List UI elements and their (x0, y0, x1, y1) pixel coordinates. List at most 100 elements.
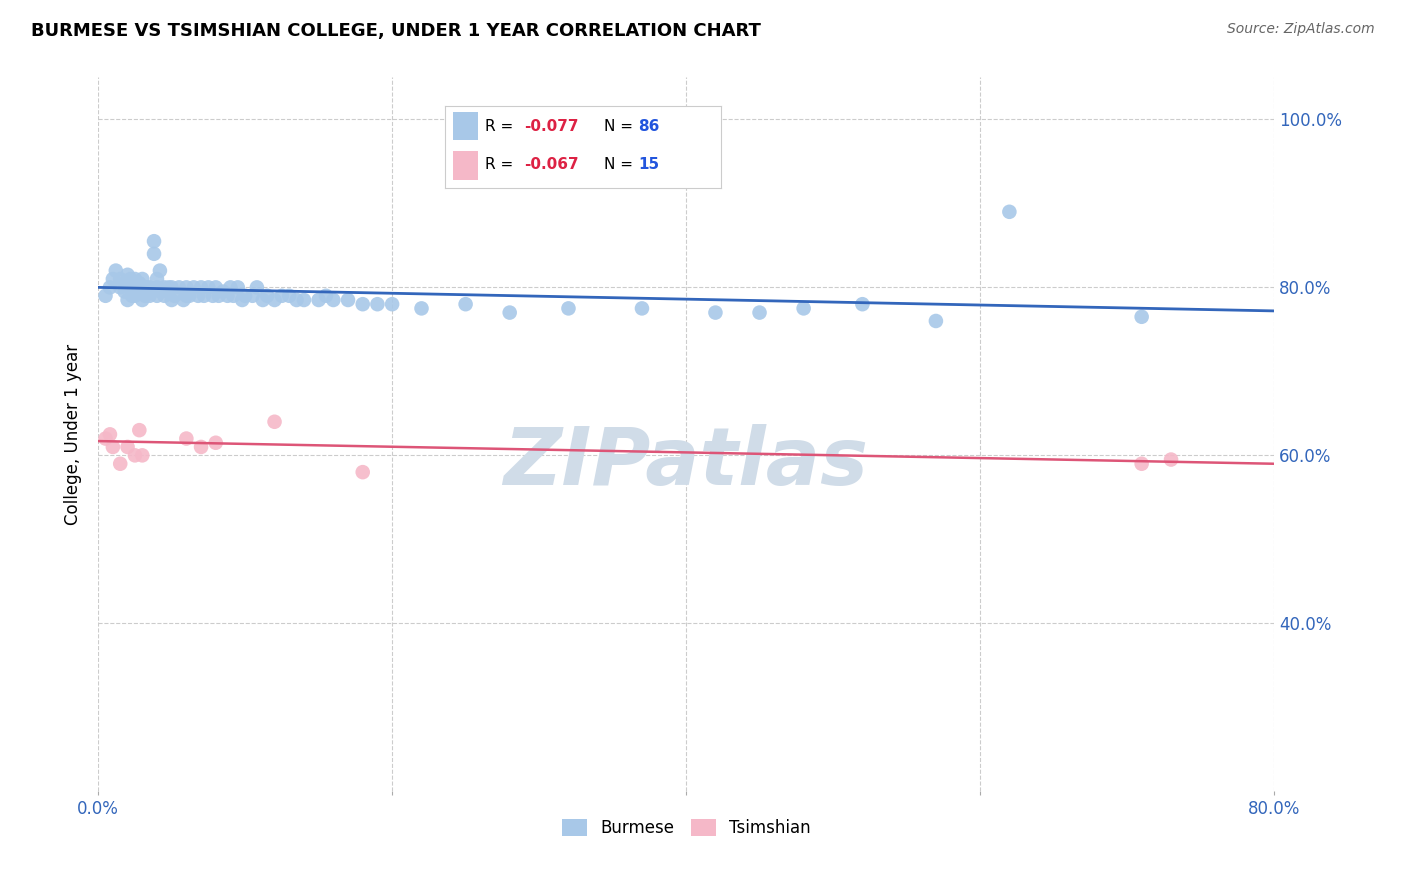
Point (149, 263, 172, 277)
Point (246, 280, 269, 294)
Point (190, 440, 212, 454)
Point (201, 289, 224, 303)
Point (138, 289, 160, 303)
Point (411, 301, 433, 316)
Point (176, 432, 198, 446)
Point (183, 280, 205, 294)
Point (124, 280, 146, 294)
Point (143, 234, 166, 248)
Point (143, 247, 166, 261)
Point (499, 305, 522, 319)
Point (308, 293, 330, 307)
Point (197, 280, 219, 294)
Point (851, 297, 873, 311)
Point (131, 448, 153, 462)
Point (146, 289, 169, 303)
Point (217, 289, 239, 303)
Point (135, 280, 157, 294)
Point (208, 289, 231, 303)
Text: BURMESE VS TSIMSHIAN COLLEGE, UNDER 1 YEAR CORRELATION CHART: BURMESE VS TSIMSHIAN COLLEGE, UNDER 1 YE… (31, 22, 761, 40)
Point (163, 289, 186, 303)
Point (998, 204, 1021, 219)
Point (1130, 457, 1153, 471)
Point (131, 293, 153, 307)
Point (204, 280, 226, 294)
Point (114, 276, 136, 290)
Point (146, 280, 169, 294)
Point (352, 297, 374, 311)
Point (98, 427, 121, 442)
Point (128, 285, 150, 299)
Point (1160, 452, 1182, 467)
Point (176, 280, 198, 294)
Point (631, 301, 654, 316)
Point (278, 289, 301, 303)
Point (128, 276, 150, 290)
Point (160, 293, 183, 307)
Point (222, 289, 245, 303)
Point (292, 293, 315, 307)
Text: ZIPatlas: ZIPatlas (503, 424, 869, 502)
Point (263, 293, 285, 307)
Point (124, 272, 146, 286)
Point (704, 305, 727, 319)
Point (101, 440, 124, 454)
Point (120, 272, 142, 286)
Point (146, 272, 169, 286)
Point (219, 280, 242, 294)
Point (748, 305, 770, 319)
Point (263, 415, 285, 429)
Point (160, 280, 183, 294)
Point (190, 280, 212, 294)
Point (110, 272, 132, 286)
Y-axis label: College, Under 1 year: College, Under 1 year (65, 343, 82, 524)
Point (117, 293, 139, 307)
Point (252, 293, 274, 307)
Point (153, 280, 176, 294)
Point (270, 289, 292, 303)
Legend: Burmese, Tsimshian: Burmese, Tsimshian (555, 812, 817, 844)
Point (381, 297, 404, 311)
Point (124, 289, 146, 303)
Point (337, 293, 360, 307)
Point (231, 293, 253, 307)
Point (104, 263, 127, 277)
Point (138, 280, 160, 294)
Point (134, 289, 156, 303)
Point (454, 297, 477, 311)
Point (204, 435, 226, 450)
Point (315, 289, 337, 303)
Point (153, 289, 176, 303)
Point (233, 289, 256, 303)
Point (187, 289, 209, 303)
Point (131, 280, 153, 294)
Point (98, 280, 121, 294)
Text: Source: ZipAtlas.com: Source: ZipAtlas.com (1227, 22, 1375, 37)
Point (925, 314, 948, 328)
Point (179, 289, 201, 303)
Point (128, 423, 150, 437)
Point (124, 448, 146, 462)
Point (120, 280, 142, 294)
Point (131, 272, 153, 286)
Point (94, 432, 117, 446)
Point (150, 285, 173, 299)
Point (256, 289, 278, 303)
Point (114, 285, 136, 299)
Point (352, 465, 374, 479)
Point (167, 280, 190, 294)
Point (322, 293, 344, 307)
Point (557, 301, 579, 316)
Point (193, 289, 215, 303)
Point (366, 297, 388, 311)
Point (1130, 310, 1153, 324)
Point (117, 440, 139, 454)
Point (176, 289, 198, 303)
Point (212, 285, 235, 299)
Point (121, 289, 143, 303)
Point (94, 289, 117, 303)
Point (110, 457, 132, 471)
Point (793, 301, 815, 316)
Point (242, 289, 264, 303)
Point (101, 272, 124, 286)
